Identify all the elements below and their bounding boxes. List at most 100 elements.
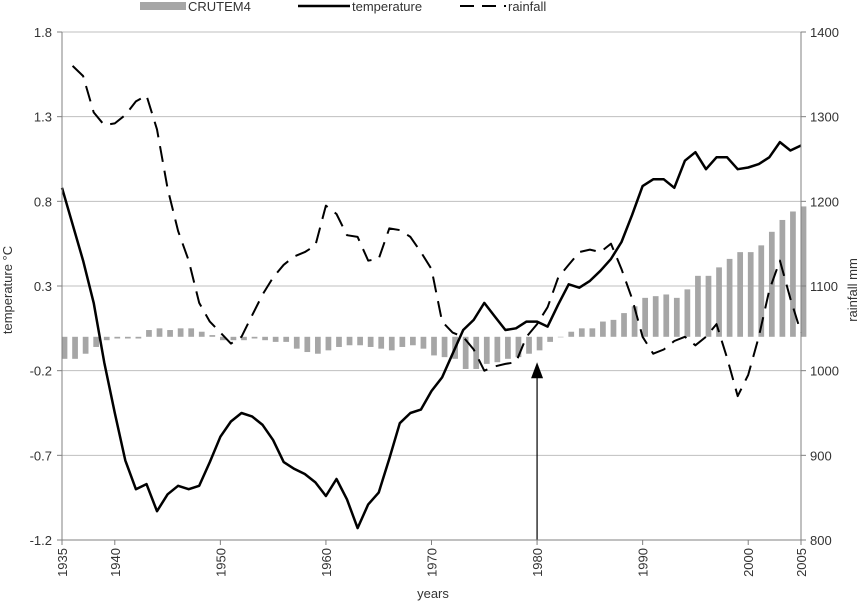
bar-crutem4-1941 [124,336,131,339]
bar-crutem4-1963 [357,336,363,346]
bar-crutem4-1990 [642,297,649,337]
bar-crutem4-1971 [441,336,448,358]
bar-crutem4-1953 [251,336,258,339]
bar-crutem4-1987 [610,319,617,337]
bar-crutem4-1998 [726,258,733,337]
bar-crutem4-1969 [420,336,427,349]
x-axis-ticks: 1935 1940 1950 1960 1970 1980 1990 2000 2005 [55,540,809,577]
bar-crutem4-1973 [462,336,469,369]
x-tick-label-5: 1980 [530,548,545,577]
bar-crutem4-1985 [589,328,596,337]
right-tick-label-4: 1200 [810,194,839,209]
bar-crutem4-1967 [399,336,406,347]
left-tick-label-5: 1.3 [34,110,52,125]
bar-crutem4-1947 [188,328,195,337]
legend-label-temperature: temperature [352,0,422,14]
right-axis-label: rainfall mm [845,258,860,322]
bar-crutem4-1984 [578,328,585,337]
bar-crutem4-1979 [526,336,532,354]
right-tick-label-5: 1300 [810,110,839,125]
bar-crutem4-2004 [790,211,796,337]
bar-crutem4-2005 [800,206,807,337]
bar-crutem4-1994 [684,289,691,337]
bar-crutem4-1968 [410,336,416,346]
right-axis-ticks: 800 900 1000 1100 1200 1300 1400 [801,25,839,548]
left-axis-ticks: -1.2 -0.7 -0.2 0.3 0.8 1.3 1.8 [30,25,62,548]
left-tick-label-3: 0.3 [34,279,52,294]
bar-crutem4-2003 [779,219,786,337]
bar-crutem4-1936 [72,336,78,359]
legend-swatch-crutem4 [140,2,186,10]
bar-crutem4-1937 [82,336,89,354]
x-tick-label-6: 1990 [636,548,651,577]
left-tick-label-1: -0.7 [30,448,52,463]
left-tick-label-2: -0.2 [30,364,52,379]
bar-crutem4-1958 [304,336,311,353]
bar-crutem4-1992 [663,294,670,337]
bar-crutem4-1977 [505,336,511,359]
left-tick-label-0: -1.2 [30,533,52,548]
bar-crutem4-1952 [241,336,247,341]
left-axis-label: temperature °C [0,246,15,334]
bar-crutem4-1944 [156,328,163,337]
bar-crutem4-1993 [673,297,680,337]
x-tick-label-7: 2000 [741,548,756,577]
bar-crutem4-1980 [536,336,543,351]
left-tick-label-4: 0.8 [34,194,52,209]
right-tick-label-0: 800 [810,533,832,548]
bar-crutem4-1999 [737,252,744,337]
bar-crutem4-1966 [388,336,395,351]
bar-crutem4-1950 [219,336,226,341]
bar-crutem4-1945 [167,330,173,337]
bar-crutem4-1986 [600,321,606,337]
bar-crutem4-1975 [483,336,490,364]
bar-crutem4-1996 [705,275,712,337]
bar-crutem4-1954 [262,336,268,341]
bar-crutem4-1964 [367,336,374,347]
x-tick-label-4: 1970 [425,548,440,577]
bar-crutem4-1939 [103,336,110,341]
bar-crutem4-1946 [177,328,184,337]
line-temperature [60,140,802,530]
annotation-arrow [531,362,544,540]
bar-crutem4-1955 [272,336,279,342]
bar-crutem4-1981 [547,336,553,342]
bar-crutem4-1960 [325,336,332,351]
x-tick-label-2: 1950 [213,548,228,577]
arrow-head [531,362,544,379]
bar-crutem4-1948 [198,331,205,337]
bar-crutem4-1949 [209,335,216,337]
bar-crutem4-1956 [283,336,290,342]
bar-crutem4-1961 [336,336,342,347]
left-tick-label-6: 1.8 [34,25,52,40]
bar-crutem4-1938 [93,336,100,347]
bar-crutem4-1940 [114,336,121,339]
right-tick-label-2: 1000 [810,364,839,379]
bar-crutem4-1951 [230,336,237,341]
bar-crutem4-1935 [61,336,68,359]
x-tick-label-0: 1935 [55,548,70,577]
x-tick-label-8: 2005 [794,548,809,577]
x-axis-label: years [417,586,449,601]
bar-crutem4-1957 [293,336,300,349]
bar-crutem4-1943 [146,330,152,337]
bar-crutem4-1970 [431,336,437,356]
line-rainfall [71,65,802,398]
series-lines [60,65,802,530]
x-tick-label-3: 1960 [319,548,334,577]
legend: CRUTEM4 temperature rainfall [140,0,546,14]
gridlines [62,31,801,541]
bar-crutem4-1978 [515,336,522,358]
right-tick-label-3: 1100 [810,279,838,294]
bar-crutem4-1982 [557,336,564,338]
bar-crutem4-1997 [716,267,722,337]
bar-crutem4-1962 [346,336,353,346]
bar-crutem4-1942 [135,336,142,339]
x-tick-label-1: 1940 [108,548,123,577]
legend-label-rainfall: rainfall [508,0,546,14]
bar-crutem4-2000 [747,252,754,337]
bar-crutem4-2001 [758,245,765,337]
right-tick-label-1: 900 [810,448,832,463]
bar-crutem4-1983 [568,331,575,337]
